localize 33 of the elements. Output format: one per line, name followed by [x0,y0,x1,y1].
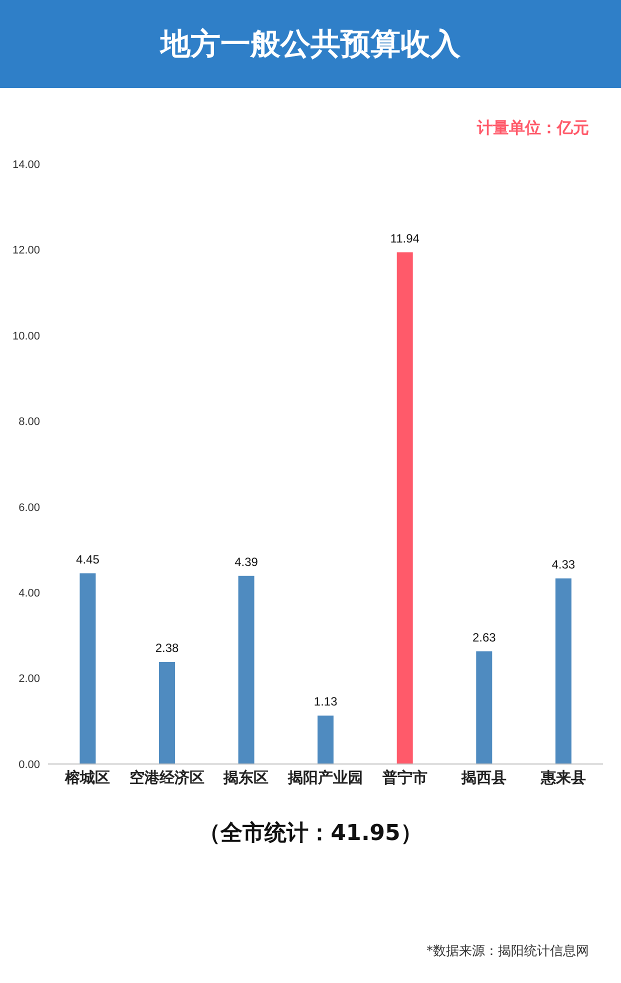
y-tick-label: 8.00 [18,416,40,428]
bar [238,576,254,764]
x-tick-label: 榕城区 [64,768,110,787]
data-label: 4.39 [234,554,258,569]
x-tick-label: 揭阳产业园 [287,768,363,787]
y-tick-label: 2.00 [18,673,40,686]
bar [80,573,96,764]
bar [318,716,334,764]
x-tick-label: 揭东区 [222,768,269,787]
y-tick-label: 10.00 [12,330,40,342]
x-tick-label: 普宁市 [381,768,428,787]
text: 计量单位：亿元 [477,118,589,139]
data-label: 2.63 [472,630,496,644]
data-label: 2.38 [155,641,179,655]
bar [396,252,413,764]
bar [476,651,492,764]
bar [159,662,175,764]
text: *数据来源：揭阳统计信息网 [426,943,589,960]
y-tick-label: 14.00 [12,158,40,171]
text: （全市统计：41.95） [198,820,424,848]
data-label: 4.33 [552,557,576,572]
y-tick-label: 4.00 [18,587,40,600]
x-tick-label: 惠来县 [540,768,586,787]
y-tick-label: 12.00 [12,244,40,257]
bar [555,578,572,764]
chart-title: 地方一般公共预算收入 [0,0,621,88]
data-label: 4.45 [76,552,100,566]
x-tick-label: 揭西县 [460,768,507,787]
y-tick-label: 6.00 [18,502,40,514]
y-tick-label: 0.00 [18,758,40,771]
data-label: 11.94 [390,231,420,246]
x-tick-label: 空港经济区 [129,768,204,787]
data-label: 1.13 [314,694,338,709]
